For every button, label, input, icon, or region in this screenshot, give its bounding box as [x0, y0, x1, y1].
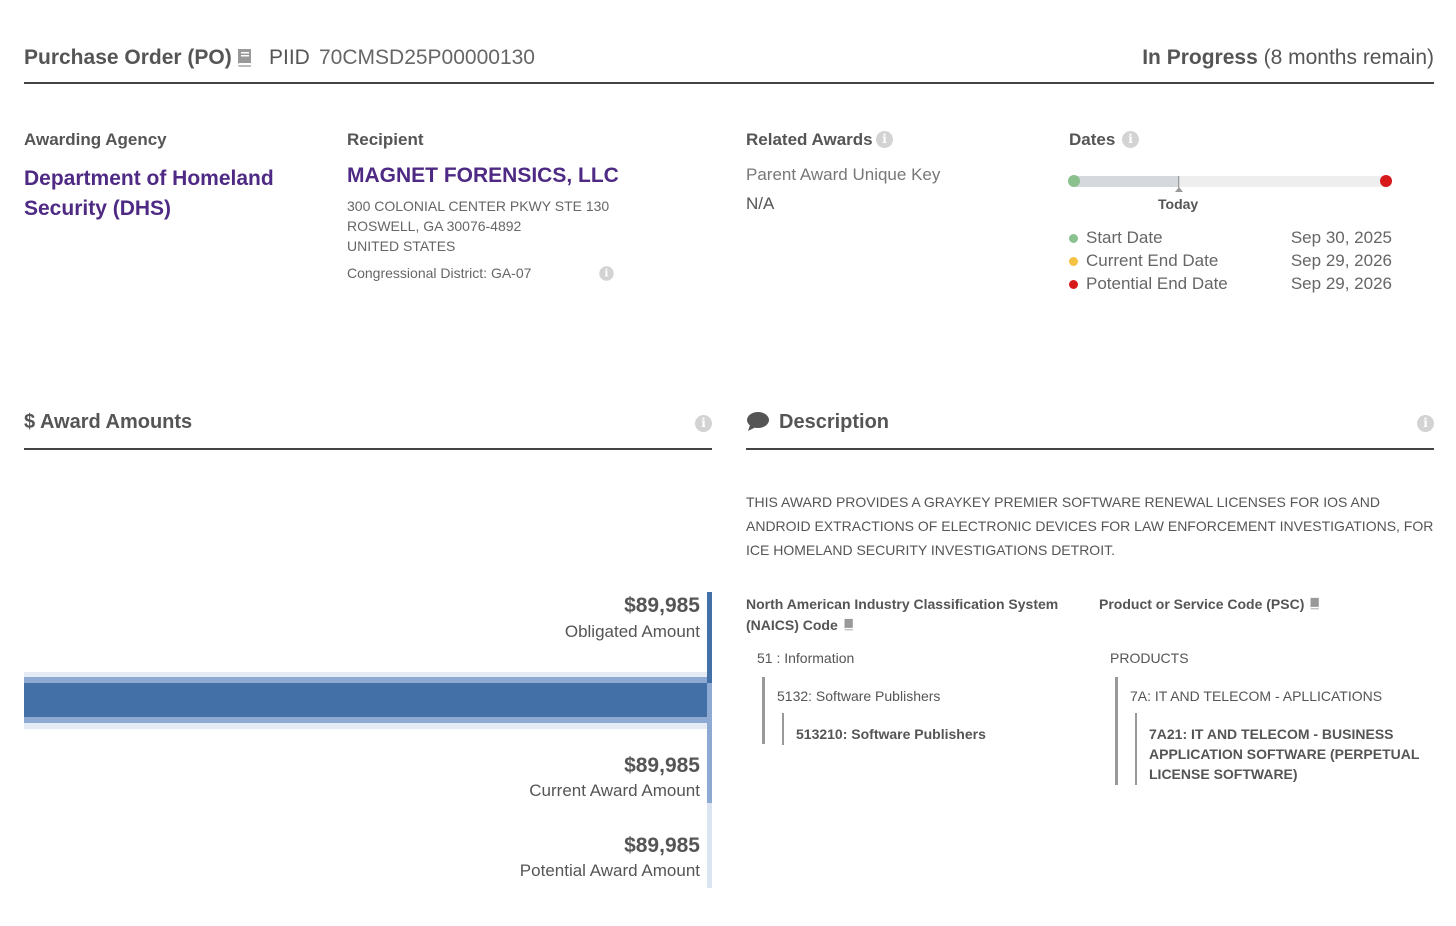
related-awards-label: Related Awards — [746, 130, 873, 149]
description-info-icon[interactable]: i — [1417, 415, 1434, 432]
potential-end-date-dot — [1069, 280, 1078, 289]
psc-title-text: Product or Service Code (PSC) — [1099, 596, 1305, 612]
award-amounts-info-icon[interactable]: i — [695, 415, 712, 432]
date-row-start: Start Date Sep 30, 2025 — [1069, 228, 1392, 250]
psc-glossary-book-icon[interactable] — [1308, 595, 1322, 616]
dates-info-icon[interactable]: i — [1122, 131, 1139, 148]
obligated-amount-value: $89,985 — [624, 594, 700, 617]
piid-label: PIID — [269, 46, 310, 69]
dates-label: Dates — [1069, 130, 1116, 149]
timeline-track — [1072, 176, 1390, 187]
award-status: In Progress (8 months remain) — [1142, 46, 1434, 70]
timeline-elapsed-fill — [1072, 176, 1180, 187]
date-row-potential-end: Potential End Date Sep 29, 2026 — [1069, 274, 1392, 296]
recipient-address-line3: UNITED STATES — [347, 238, 456, 254]
speech-bubble-icon — [746, 411, 770, 438]
current-amount-indicator — [707, 592, 712, 803]
date-label: Current End Date — [1086, 251, 1219, 270]
glossary-book-icon[interactable] — [234, 46, 256, 73]
obligated-amount-indicator — [707, 592, 712, 683]
potential-award-amount-label: Potential Award Amount — [519, 861, 700, 880]
timeline-end-dot — [1380, 175, 1392, 187]
date-value: Sep 29, 2026 — [1290, 251, 1392, 270]
potential-award-amount-value: $89,985 — [624, 834, 700, 857]
psc-level3: 7A21: IT AND TELECOM - BUSINESS APPLICAT… — [1149, 726, 1420, 782]
piid-value: 70CMSD25P00000130 — [319, 46, 535, 69]
district-info-icon[interactable]: i — [599, 266, 614, 281]
psc-level3-bracket — [1135, 713, 1137, 785]
obligated-amount-bar[interactable] — [24, 683, 712, 717]
psc-title: Product or Service Code (PSC) — [1099, 594, 1322, 616]
awarding-agency-link[interactable]: Department of Homeland Security (DHS) — [24, 167, 274, 220]
today-line — [1178, 176, 1179, 190]
recipient-address-line1: 300 COLONIAL CENTER PKWY STE 130 — [347, 198, 610, 214]
status-detail: (8 months remain) — [1263, 46, 1434, 69]
naics-level1: 51 : Information — [757, 650, 855, 666]
obligated-amount-label: Obligated Amount — [564, 622, 700, 641]
naics-glossary-book-icon[interactable] — [842, 616, 856, 637]
current-award-amount-label: Current Award Amount — [529, 781, 700, 800]
congressional-district: Congressional District: GA-07 — [347, 265, 532, 281]
naics-level2-bracket — [762, 677, 765, 744]
psc-level1: PRODUCTS — [1110, 650, 1189, 666]
date-row-current-end: Current End Date Sep 29, 2026 — [1069, 251, 1392, 273]
awarding-agency-label: Awarding Agency — [24, 130, 167, 149]
naics-level2: 5132: Software Publishers — [777, 688, 941, 704]
description-text: THIS AWARD PROVIDES A GRAYKEY PREMIER SO… — [746, 494, 1434, 558]
naics-title-text: North American Industry Classification S… — [746, 596, 1059, 633]
recipient-address-line2: ROSWELL, GA 30076-4892 — [347, 218, 522, 234]
award-type-title: Purchase Order (PO) — [24, 46, 232, 69]
date-value: Sep 30, 2025 — [1290, 228, 1392, 247]
today-marker — [1175, 187, 1183, 192]
parent-award-key-label: Parent Award Unique Key — [746, 165, 941, 184]
date-label: Potential End Date — [1086, 274, 1228, 293]
parent-award-key-value: N/A — [746, 194, 775, 213]
recipient-label: Recipient — [347, 130, 424, 149]
current-award-amount-value: $89,985 — [624, 754, 700, 777]
related-awards-info-icon[interactable]: i — [876, 131, 893, 148]
recipient-link[interactable]: MAGNET FORENSICS, LLC — [347, 164, 619, 187]
today-label: Today — [1158, 196, 1199, 212]
naics-title: North American Industry Classification S… — [746, 594, 1076, 637]
status-text: In Progress — [1142, 46, 1258, 69]
psc-level2: 7A: IT AND TELECOM - APLLICATIONS — [1130, 688, 1383, 704]
timeline-start-dot — [1068, 175, 1080, 187]
naics-level3-bracket — [782, 713, 784, 745]
naics-level3: 513210: Software Publishers — [796, 726, 986, 742]
description-title: Description — [779, 411, 890, 433]
date-label: Start Date — [1086, 228, 1163, 247]
psc-level2-bracket — [1115, 677, 1118, 785]
date-value: Sep 29, 2026 — [1290, 274, 1392, 293]
award-header: Purchase Order (PO) PIID 70CMSD25P000001… — [24, 40, 1434, 84]
current-end-date-dot — [1069, 257, 1078, 266]
award-amounts-header: $ Award Amounts i — [24, 405, 712, 450]
start-date-dot — [1069, 234, 1078, 243]
award-amounts-title: $ Award Amounts — [24, 411, 193, 433]
description-header: Description i — [746, 405, 1434, 450]
